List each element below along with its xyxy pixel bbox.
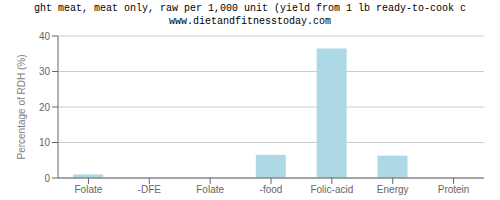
svg-text:Folic-acid: Folic-acid bbox=[310, 184, 353, 195]
svg-text:Folate: Folate bbox=[196, 184, 224, 195]
svg-text:40: 40 bbox=[39, 31, 51, 42]
html-text:ght meat, meat only, raw per 1: ght meat, meat only, raw per 1,000 unit … bbox=[34, 3, 466, 14]
svg-text:Percentage of RDH (%): Percentage of RDH (%) bbox=[16, 54, 27, 159]
svg-text:-food: -food bbox=[260, 184, 283, 195]
svg-text:-DFE: -DFE bbox=[138, 184, 162, 195]
svg-text:Protein: Protein bbox=[438, 184, 470, 195]
svg-text:0: 0 bbox=[44, 173, 50, 184]
svg-text:30: 30 bbox=[39, 66, 51, 77]
svg-text:20: 20 bbox=[39, 102, 51, 113]
svg-text:10: 10 bbox=[39, 137, 51, 148]
svg-text:Energy: Energy bbox=[377, 184, 409, 195]
svg-text:Folate: Folate bbox=[75, 184, 103, 195]
html-text:www.dietandfitnesstoday.com: www.dietandfitnesstoday.com bbox=[169, 16, 331, 27]
